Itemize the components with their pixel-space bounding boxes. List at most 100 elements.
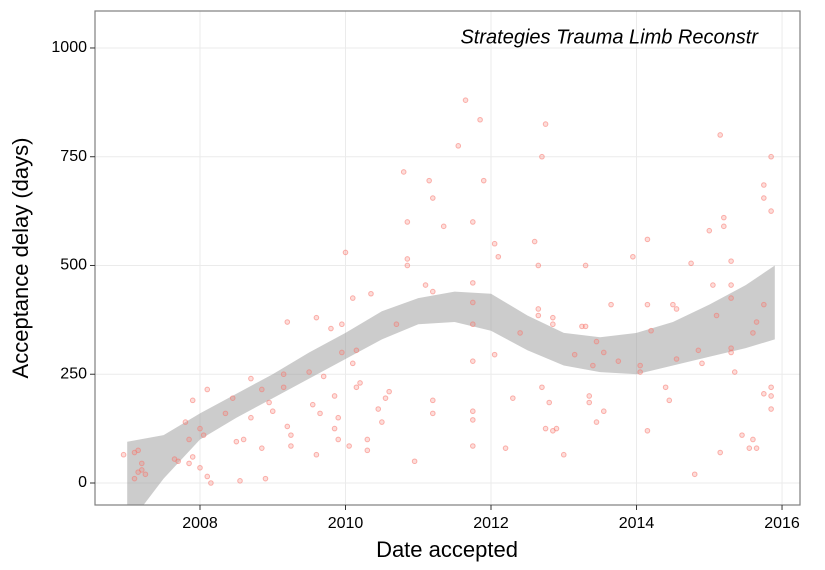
ticks: 0 250 500 750 1000 2008 2010 2012 2014 2016 [51,39,800,532]
data-point [673,306,680,312]
data-point [717,449,723,456]
data-point [750,436,756,443]
data-point [637,362,643,369]
data-point [644,427,651,434]
data-point [768,384,774,391]
data-point [197,464,203,471]
data-point [142,471,149,478]
data-point [648,327,654,334]
data-point [470,280,476,286]
data-point [120,451,127,458]
data-point [440,223,447,230]
data-point [288,432,294,438]
data-point [342,249,349,256]
data-point [280,384,287,391]
data-point [644,301,651,308]
point-layer [0,97,774,486]
data-point [728,282,734,288]
data-point [186,460,192,467]
data-point [353,384,360,391]
data-point [269,408,276,415]
data-point [288,443,294,449]
data-point [364,447,371,454]
data-point [259,445,265,451]
data-point [560,451,567,458]
data-point [320,373,327,380]
data-point [761,391,767,397]
data-point [470,321,476,328]
data-point [346,443,352,449]
y-tick-label: 1000 [51,39,87,56]
data-point [721,214,727,221]
data-point [266,399,272,406]
band-layer [127,265,775,505]
data-point [189,454,196,460]
data-point [404,262,411,269]
y-tick-label: 500 [60,257,87,274]
x-axis-label: Date accepted [376,537,518,562]
data-point [430,195,436,201]
data-point [331,425,338,432]
data-point [186,436,192,443]
y-tick-label: 250 [60,365,87,382]
data-point [666,397,673,404]
data-point [531,238,538,245]
data-point [590,362,596,369]
data-point [582,323,589,330]
data-point [229,395,236,401]
data-point [182,419,189,425]
data-point [462,97,469,103]
data-point [233,438,240,445]
data-point [539,153,545,160]
data-point [542,425,549,432]
data-point [204,386,211,393]
data-point [248,414,254,421]
data-point [422,282,429,288]
data-point [284,319,291,325]
data-point [721,223,727,230]
data-point [517,330,523,336]
data-point [0,433,2,438]
data-point [753,319,760,325]
data-point [670,301,676,308]
data-point [630,253,636,260]
data-point [426,177,432,184]
data-point [306,369,312,375]
data-point [491,351,498,358]
data-point [768,153,774,160]
data-point [502,445,509,451]
data-point [349,360,356,367]
data-point [688,260,694,267]
data-point [375,406,382,412]
data-point [535,262,542,269]
data-point [131,475,138,482]
data-point [470,417,476,423]
x-tick-label: 2012 [473,515,509,532]
data-point [138,460,145,467]
data-point [535,306,542,312]
data-point [335,436,342,443]
data-point [731,369,738,375]
data-point [339,349,345,356]
data-point [248,375,254,382]
data-point [339,321,345,328]
y-tick-label: 0 [78,474,87,491]
data-point [237,478,243,484]
data-point [582,262,589,269]
data-point [470,299,476,306]
data-point [695,347,702,354]
data-point [542,121,549,127]
data-point [535,312,542,319]
data-point [204,473,211,480]
data-point [706,227,713,234]
data-point [379,419,385,425]
data-point [608,301,614,308]
data-point [400,169,407,175]
data-point [571,351,578,358]
data-point [550,314,556,321]
data-point [746,445,753,451]
data-point [600,349,607,356]
data-point [357,380,363,386]
data-point [615,358,622,364]
